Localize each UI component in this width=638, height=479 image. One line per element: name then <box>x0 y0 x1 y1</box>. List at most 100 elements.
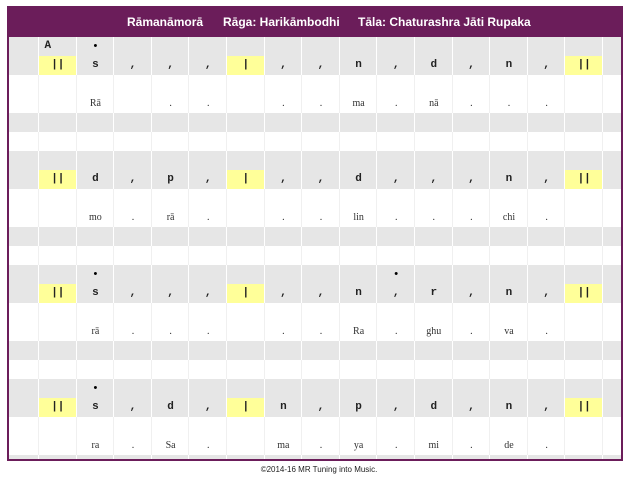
grid-cell <box>302 246 340 265</box>
grid-cell <box>302 322 340 341</box>
bar-cell <box>565 284 603 303</box>
grid-cell <box>565 341 603 360</box>
grid-cell <box>302 303 340 322</box>
grid-cell <box>152 265 190 284</box>
grid-cell <box>227 227 265 246</box>
grid-cell <box>302 417 340 436</box>
lyric-syllable: . <box>507 98 511 109</box>
octave-row <box>9 151 621 170</box>
grid-cell <box>77 113 115 132</box>
gutter-cell <box>9 151 39 170</box>
lyric-syllable: Ra <box>353 326 365 337</box>
gutter-cell <box>9 208 39 227</box>
grid-cell <box>39 94 77 113</box>
grid-cell <box>415 94 453 113</box>
grid-cell <box>39 322 77 341</box>
grid-cell <box>453 455 491 459</box>
grid-cell <box>340 132 378 151</box>
grid-cell <box>227 246 265 265</box>
grid-cell <box>490 37 528 56</box>
gutter-cell <box>9 360 39 379</box>
grid-cell <box>490 151 528 170</box>
grid-cell <box>39 151 77 170</box>
swara-note: s <box>92 401 99 413</box>
swara-note: , <box>280 287 287 299</box>
lyric-syllable: . <box>545 440 548 451</box>
grid-cell <box>528 132 566 151</box>
lyric-syllable: . <box>206 440 210 451</box>
grid-cell <box>152 284 190 303</box>
spacer-row <box>9 360 621 379</box>
swara-note: , <box>204 59 212 71</box>
swara-note: , <box>392 173 400 185</box>
swara-note: p <box>167 173 174 185</box>
grid-cell <box>377 151 415 170</box>
grid-cell <box>528 56 566 75</box>
gutter-cell <box>9 455 39 459</box>
grid-cell <box>227 322 265 341</box>
swara-note: , <box>204 401 212 413</box>
grid-cell <box>340 284 378 303</box>
grid-cell <box>453 246 491 265</box>
grid-cell <box>39 455 77 459</box>
swara-note: n <box>505 287 513 299</box>
grid-cell <box>77 379 115 398</box>
grid-cell <box>152 436 190 455</box>
grid-cell <box>265 284 303 303</box>
grid-cell <box>490 246 528 265</box>
swara-note: , <box>280 173 287 185</box>
grid-cell <box>377 170 415 189</box>
grid-cell <box>490 189 528 208</box>
grid-cell <box>565 75 603 94</box>
grid-cell <box>377 455 415 459</box>
swara-note: p <box>355 401 362 413</box>
grid-cell <box>302 227 340 246</box>
grid-cell <box>114 246 152 265</box>
lyric-row: Rā.... ma. nā... <box>9 94 621 113</box>
swara-note: , <box>280 59 287 71</box>
beat-cell <box>227 170 265 189</box>
grid-cell <box>565 265 603 284</box>
grid-cell <box>77 132 115 151</box>
spacer-row <box>9 455 621 459</box>
grid-cell <box>490 417 528 436</box>
grid-cell <box>377 303 415 322</box>
lyric-syllable: . <box>394 440 398 451</box>
grid-cell <box>565 208 603 227</box>
grid-cell <box>189 284 227 303</box>
swara-note: d <box>430 401 438 413</box>
grid-cell <box>152 303 190 322</box>
grid-cell <box>227 436 265 455</box>
grid-cell <box>453 208 491 227</box>
grid-cell <box>377 56 415 75</box>
lyric-syllable: ra <box>91 440 100 451</box>
swara-note: , <box>468 59 475 71</box>
swara-note: d <box>355 173 362 185</box>
grid-cell <box>152 37 190 56</box>
grid-cell <box>227 189 265 208</box>
grid-cell <box>340 75 378 94</box>
grid-cell <box>490 303 528 322</box>
grid-cell <box>227 417 265 436</box>
grid-cell <box>152 398 190 417</box>
swara-note: , <box>129 173 137 185</box>
grid-cell <box>453 37 491 56</box>
grid-cell <box>39 37 77 56</box>
grid-cell <box>453 132 491 151</box>
swara-row: || s,,, |,, n, r, n, || <box>9 284 621 303</box>
grid-cell <box>265 379 303 398</box>
grid-cell <box>77 417 115 436</box>
lyric-syllable: . <box>282 212 285 223</box>
lyric-syllable: . <box>131 212 135 223</box>
grid-cell <box>114 417 152 436</box>
grid-cell <box>114 189 152 208</box>
grid-cell <box>490 379 528 398</box>
lyric-syllable: . <box>394 326 398 337</box>
grid-cell <box>490 322 528 341</box>
grid-cell <box>114 151 152 170</box>
notation-frame: Rāmanāmorā Rāga: Harikāmbodhi Tāla: Chat… <box>7 6 623 461</box>
header-bar: Rāmanāmorā Rāga: Harikāmbodhi Tāla: Chat… <box>9 8 621 37</box>
grid-cell <box>340 303 378 322</box>
swara-row: || s, d, | n, p, d, n, || <box>9 398 621 417</box>
swara-note: n <box>355 287 362 299</box>
